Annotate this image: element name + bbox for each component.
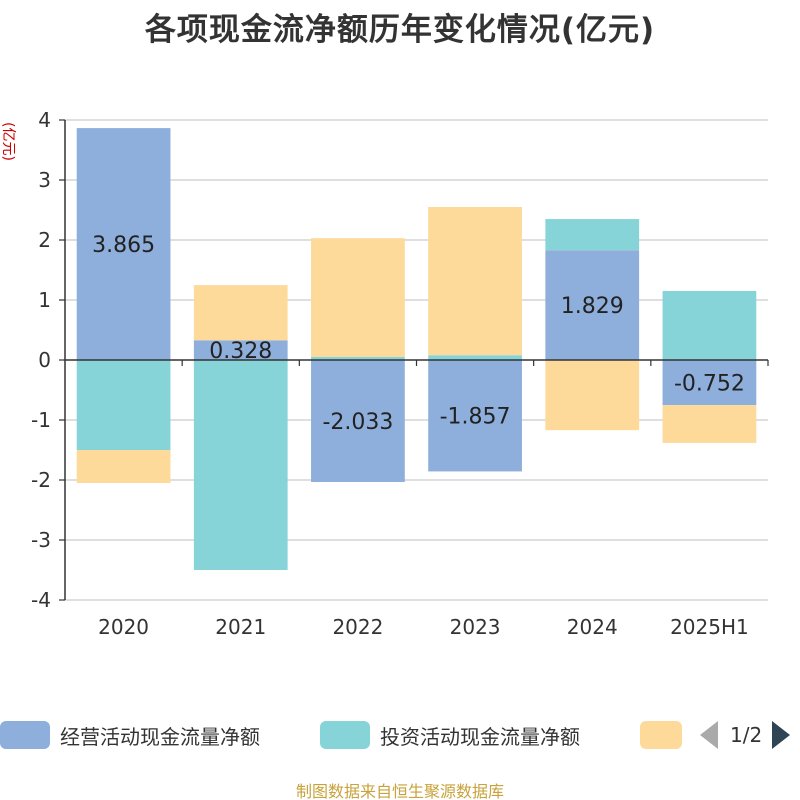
bar-financing-2020[interactable]	[76, 450, 171, 483]
data-label-2020: 3.865	[92, 233, 155, 258]
bar-layer	[76, 128, 757, 570]
bar-operating-2022[interactable]	[311, 360, 405, 482]
legend-item-financing[interactable]	[640, 720, 682, 750]
y-tick-label: 0	[38, 348, 51, 372]
pager-text: 1/2	[730, 723, 763, 747]
y-tick-label: -2	[31, 468, 51, 492]
y-tick-label: 1	[38, 288, 51, 312]
bar-operating-2023[interactable]	[428, 360, 522, 472]
x-tick-label: 2023	[450, 615, 501, 639]
label-layer: 3.865 0.328 -2.033 -1.857 1.829 -0.752	[92, 233, 745, 435]
legend-label-operating: 经营活动现金流量净额	[60, 724, 260, 749]
y-tick-label: 2	[38, 228, 51, 252]
bar-investing-2021[interactable]	[193, 360, 288, 570]
bar-financing-2023[interactable]	[428, 207, 522, 356]
grid-layer	[65, 119, 768, 601]
data-label-2021: 0.328	[209, 339, 272, 364]
legend-item-investing[interactable]: 投资活动现金流量净额	[320, 720, 580, 750]
legend: 经营活动现金流量净额 投资活动现金流量净额 1/2	[0, 716, 800, 756]
legend-label-investing: 投资活动现金流量净额	[380, 724, 580, 749]
legend-pager: 1/2	[700, 720, 791, 750]
source-note: 制图数据来自恒生聚源数据库	[295, 782, 504, 800]
legend-item-operating[interactable]: 经营活动现金流量净额	[0, 720, 260, 750]
legend-swatch-operating	[0, 721, 50, 749]
pager-prev-icon[interactable]	[700, 721, 718, 749]
y-tick-label: 3	[38, 168, 51, 192]
x-tick-label: 2021	[215, 615, 266, 639]
y-axis-unit-label: (亿元)	[0, 122, 16, 161]
y-tick-label: -1	[31, 408, 51, 432]
pager-next-icon[interactable]	[772, 721, 791, 749]
axis-layer: 4 3 2 1 0 -1 -2 -3 -4 2020 2021 2022 2023 2024 2025H1	[31, 108, 769, 639]
bar-investing-2022[interactable]	[311, 357, 405, 360]
data-label-2024: 1.829	[561, 294, 624, 319]
bar-operating-2025H1[interactable]	[662, 360, 757, 406]
x-tick-label: 2025H1	[670, 615, 749, 639]
data-label-2025H1: -0.752	[674, 372, 745, 397]
bar-investing-2025H1[interactable]	[662, 291, 757, 360]
data-label-2022: -2.033	[322, 410, 393, 435]
bar-operating-2020[interactable]	[76, 128, 171, 360]
x-tick-label: 2024	[567, 615, 618, 639]
x-tick-label: 2022	[332, 615, 383, 639]
bar-investing-2020[interactable]	[76, 360, 171, 450]
bar-operating-2024[interactable]	[545, 250, 640, 360]
legend-swatch-investing	[320, 721, 370, 749]
chart-title: 各项现金流净额历年变化情况(亿元)	[144, 12, 656, 48]
x-tick-label: 2020	[98, 615, 149, 639]
bar-financing-2025H1[interactable]	[662, 405, 757, 443]
y-tick-label: -4	[31, 588, 51, 612]
y-tick-label: -3	[31, 528, 51, 552]
bar-investing-2023[interactable]	[428, 355, 522, 360]
bar-financing-2022[interactable]	[311, 238, 405, 357]
data-label-2023: -1.857	[440, 405, 511, 430]
bar-financing-2021[interactable]	[193, 285, 288, 341]
y-tick-label: 4	[38, 108, 51, 132]
bar-operating-2021[interactable]	[193, 340, 288, 360]
bar-investing-2024[interactable]	[545, 219, 640, 251]
legend-swatch-financing	[640, 721, 682, 749]
bar-financing-2024[interactable]	[545, 360, 640, 431]
